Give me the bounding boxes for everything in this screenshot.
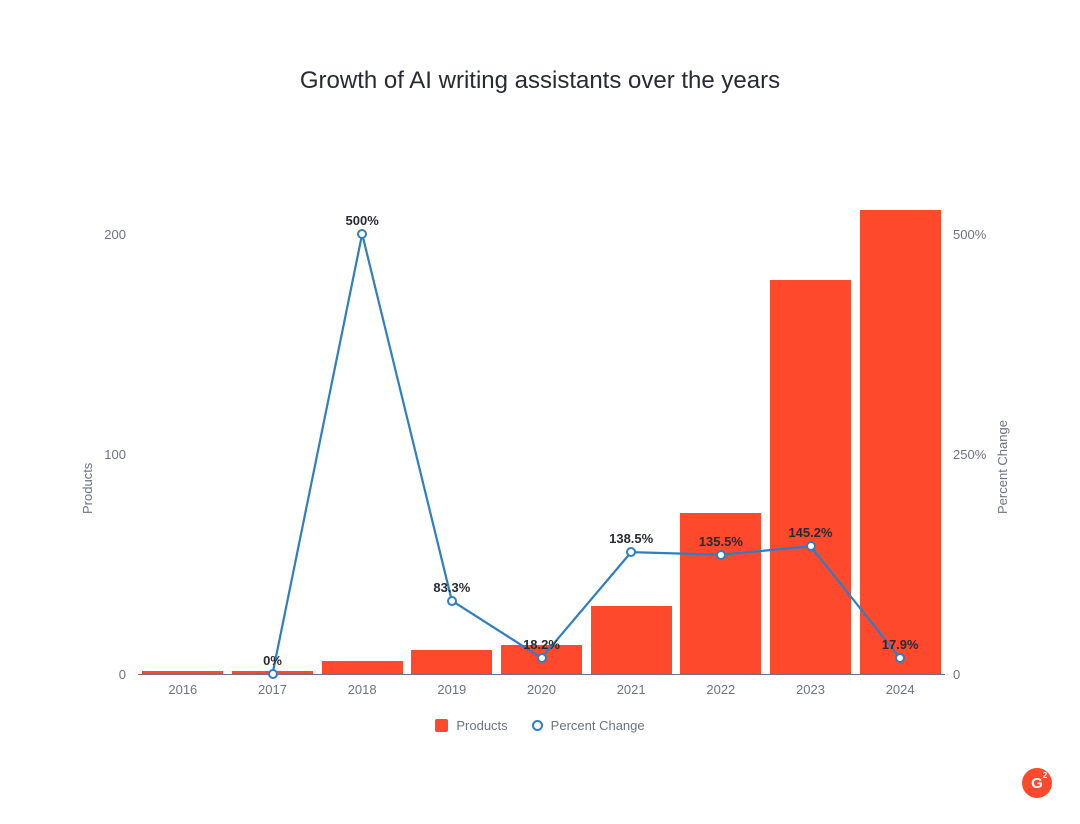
legend-item-products: Products xyxy=(435,718,507,733)
x-tick-label: 2024 xyxy=(886,682,915,697)
legend-label-products: Products xyxy=(456,718,507,733)
line-marker xyxy=(357,229,367,239)
x-tick-label: 2022 xyxy=(706,682,735,697)
line-data-label: 135.5% xyxy=(699,534,743,549)
chart-legend: Products Percent Change xyxy=(0,718,1080,733)
line-data-label: 0% xyxy=(263,653,282,668)
y-right-axis-title: Percent Change xyxy=(995,394,1010,514)
x-tick-label: 2018 xyxy=(348,682,377,697)
y-right-tick-label: 500% xyxy=(953,227,986,242)
y-left-tick-label: 100 xyxy=(104,447,126,462)
y-left-axis-title: Products xyxy=(80,394,95,514)
svg-text:2: 2 xyxy=(1043,771,1048,780)
y-left-tick-label: 200 xyxy=(104,227,126,242)
line-marker xyxy=(268,669,278,679)
line-data-label: 145.2% xyxy=(788,525,832,540)
svg-text:G: G xyxy=(1031,775,1043,792)
line-data-label: 18.2% xyxy=(523,637,560,652)
line-marker xyxy=(537,653,547,663)
y-right-tick-label: 250% xyxy=(953,447,986,462)
legend-swatch-products xyxy=(435,719,448,732)
x-tick-label: 2023 xyxy=(796,682,825,697)
line-marker xyxy=(716,550,726,560)
chart-plot-area: 01002000250%500%ProductsPercent Change20… xyxy=(138,234,945,674)
line-data-label: 500% xyxy=(346,213,379,228)
x-tick-label: 2019 xyxy=(437,682,466,697)
x-tick-label: 2017 xyxy=(258,682,287,697)
x-axis-line xyxy=(138,674,945,675)
line-data-label: 83.3% xyxy=(433,580,470,595)
x-tick-label: 2016 xyxy=(168,682,197,697)
g2-logo: G 2 xyxy=(1022,768,1052,803)
x-tick-label: 2020 xyxy=(527,682,556,697)
line-marker xyxy=(895,653,905,663)
line-data-label: 138.5% xyxy=(609,531,653,546)
line-marker xyxy=(626,547,636,557)
line-marker xyxy=(806,541,816,551)
legend-swatch-percent-change xyxy=(532,720,543,731)
legend-item-percent-change: Percent Change xyxy=(532,718,645,733)
line-series xyxy=(138,234,945,674)
line-data-label: 17.9% xyxy=(882,637,919,652)
x-tick-label: 2021 xyxy=(617,682,646,697)
y-right-tick-label: 0 xyxy=(953,667,960,682)
chart-title: Growth of AI writing assistants over the… xyxy=(0,67,1080,95)
y-left-tick-label: 0 xyxy=(119,667,126,682)
legend-label-percent-change: Percent Change xyxy=(551,718,645,733)
line-marker xyxy=(447,596,457,606)
